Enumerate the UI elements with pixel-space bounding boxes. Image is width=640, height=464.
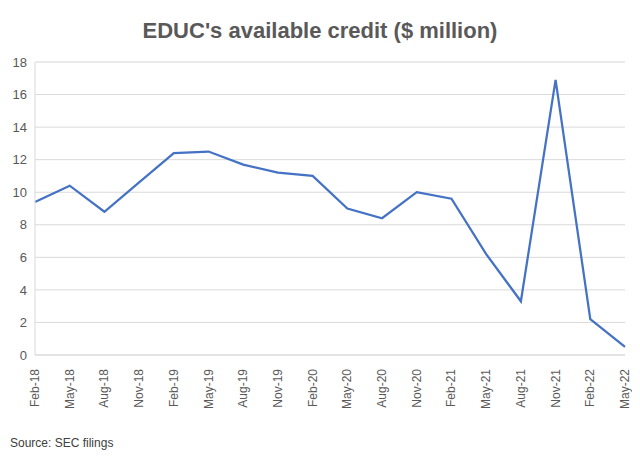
svg-text:Nov-20: Nov-20 [410, 369, 424, 408]
svg-text:May-22: May-22 [618, 369, 632, 409]
svg-text:Feb-19: Feb-19 [167, 369, 181, 407]
svg-text:May-20: May-20 [340, 369, 354, 409]
svg-text:Aug-21: Aug-21 [514, 369, 528, 408]
svg-text:4: 4 [20, 283, 27, 298]
svg-text:Feb-21: Feb-21 [444, 369, 458, 407]
svg-text:Aug-20: Aug-20 [375, 369, 389, 408]
svg-text:2: 2 [20, 315, 27, 330]
svg-text:8: 8 [20, 217, 27, 232]
svg-text:Aug-19: Aug-19 [236, 369, 250, 408]
svg-text:Nov-19: Nov-19 [271, 369, 285, 408]
svg-text:May-18: May-18 [63, 369, 77, 409]
svg-text:Nov-18: Nov-18 [132, 369, 146, 408]
svg-text:Feb-18: Feb-18 [28, 369, 42, 407]
svg-text:6: 6 [20, 250, 27, 265]
svg-text:Feb-20: Feb-20 [306, 369, 320, 407]
html-text:Source: SEC filings: Source: SEC filings [10, 436, 114, 450]
svg-text:Nov-21: Nov-21 [549, 369, 563, 408]
svg-text:Feb-22: Feb-22 [583, 369, 597, 407]
svg-text:16: 16 [13, 87, 27, 102]
svg-text:Aug-18: Aug-18 [97, 369, 111, 408]
svg-text:0: 0 [20, 348, 27, 363]
svg-text:14: 14 [13, 120, 27, 135]
html-text:EDUC's available credit ($ mil: EDUC's available credit ($ million) [142, 18, 498, 43]
svg-text:May-19: May-19 [202, 369, 216, 409]
svg-text:18: 18 [13, 55, 27, 70]
svg-text:May-21: May-21 [479, 369, 493, 409]
svg-text:12: 12 [13, 152, 27, 167]
svg-text:10: 10 [13, 185, 27, 200]
